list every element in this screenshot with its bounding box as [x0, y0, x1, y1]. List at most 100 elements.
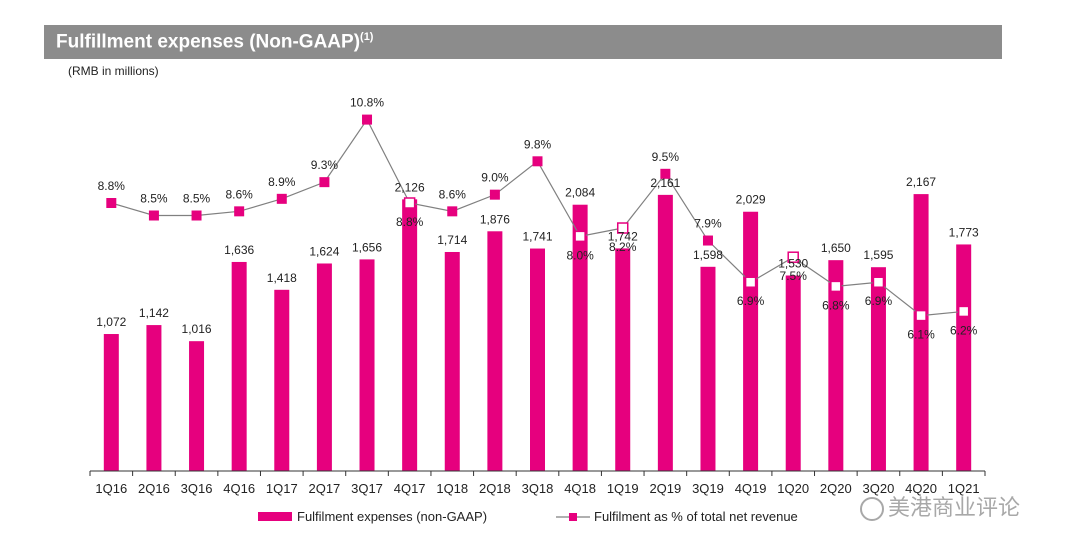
pct-label-4Q17: 8.8% — [396, 215, 424, 229]
bar-label-3Q18: 1,741 — [522, 230, 552, 244]
bar-label-2Q16: 1,142 — [139, 306, 169, 320]
bar-label-1Q17: 1,418 — [267, 271, 297, 285]
bar-1Q16 — [103, 334, 119, 471]
x-ticks: 1Q16 2Q16 3Q16 4Q16 1Q17 2Q17 3Q17 4Q17 1Q18 2Q18… — [89, 471, 986, 496]
pct-label-1Q16: 8.8% — [98, 179, 126, 193]
pct-label-2Q18: 9.0% — [481, 171, 509, 185]
x-tick-label-1Q17: 1Q17 — [266, 481, 298, 496]
bar-2Q16 — [146, 325, 162, 471]
bar-4Q20 — [913, 194, 929, 471]
bar-1Q20 — [785, 275, 801, 471]
bar-3Q17 — [359, 259, 375, 471]
x-tick-label-1Q21: 1Q21 — [948, 481, 980, 496]
pct-marker-4Q16 — [234, 206, 245, 217]
pct-marker-3Q19 — [702, 235, 713, 246]
bar-label-2Q20: 1,650 — [821, 241, 851, 255]
pct-label-3Q18: 9.8% — [524, 137, 552, 151]
pct-marker-4Q19 — [744, 276, 757, 288]
pct-marker-2Q19 — [660, 168, 671, 179]
pct-marker-2Q18 — [489, 189, 500, 200]
pct-label-1Q20: 7.5% — [780, 269, 808, 283]
pct-label-1Q17: 8.9% — [268, 175, 296, 189]
bar-2Q20 — [828, 260, 844, 471]
pct-label-2Q17: 9.3% — [311, 158, 339, 172]
x-tick-label-4Q16: 4Q16 — [223, 481, 255, 496]
bar-label-1Q18: 1,714 — [437, 233, 467, 247]
pct-marker-4Q20 — [915, 309, 927, 322]
x-tick-label-3Q18: 3Q18 — [522, 481, 554, 496]
legend-bar-label: Fulfilment expenses (non-GAAP) — [297, 509, 487, 524]
bar-3Q19 — [700, 266, 716, 471]
bar-2Q18 — [487, 231, 503, 471]
x-tick-label-3Q20: 3Q20 — [863, 481, 895, 496]
bar-label-1Q21: 1,773 — [949, 225, 979, 239]
bar-3Q16 — [189, 341, 205, 471]
legend: Fulfilment expenses (non-GAAP) Fulfilmen… — [258, 509, 798, 524]
pct-label-2Q19: 9.5% — [652, 150, 680, 164]
header-bar — [44, 25, 1002, 59]
legend-line-label: Fulfilment as % of total net revenue — [594, 509, 798, 524]
pct-marker-4Q18 — [574, 230, 586, 243]
pct-label-3Q19: 7.9% — [694, 217, 722, 231]
pct-label-1Q19: 8.2% — [609, 240, 637, 254]
x-tick-label-1Q19: 1Q19 — [607, 481, 639, 496]
bar-label-3Q20: 1,595 — [863, 248, 893, 262]
bar-label-3Q16: 1,016 — [182, 322, 212, 336]
bar-labels: 1,072 1,142 1,016 1,636 1,418 1,624 1,656 2,126… — [96, 175, 979, 336]
bar-label-4Q17: 2,126 — [395, 180, 425, 194]
pct-label-4Q20: 6.1% — [907, 328, 935, 342]
pct-label-2Q16: 8.5% — [140, 192, 168, 206]
pct-marker-2Q16 — [148, 210, 159, 221]
x-tick-label-3Q19: 3Q19 — [692, 481, 724, 496]
pct-marker-1Q16 — [106, 198, 117, 208]
x-tick-label-3Q17: 3Q17 — [351, 481, 383, 496]
pct-label-4Q19: 6.9% — [737, 294, 765, 308]
pct-marker-1Q19 — [616, 222, 629, 234]
bar-4Q17 — [402, 199, 418, 471]
pct-label-4Q16: 8.6% — [225, 187, 253, 201]
bar-label-2Q17: 1,624 — [309, 244, 339, 258]
pct-label-3Q16: 8.5% — [183, 192, 211, 206]
pct-marker-1Q17 — [276, 193, 287, 204]
bar-label-3Q17: 1,656 — [352, 240, 382, 254]
pct-labels: 8.8% 8.5% 8.5% 8.6% 8.9% 9.3% 10.8% 8.8% 8.6% 9.0… — [98, 96, 978, 342]
bar-4Q18 — [572, 204, 588, 471]
pct-marker-1Q18 — [447, 206, 458, 217]
pct-label-3Q20: 6.9% — [865, 294, 893, 308]
pct-label-2Q20: 6.8% — [822, 298, 850, 312]
bar-label-1Q19: 1,742 — [608, 229, 638, 243]
bar-2Q19 — [657, 194, 673, 471]
bar-1Q18 — [444, 251, 460, 471]
x-tick-label-2Q17: 2Q17 — [308, 481, 340, 496]
x-tick-label-1Q20: 1Q20 — [777, 481, 809, 496]
bar-4Q16 — [231, 261, 247, 471]
bar-label-1Q16: 1,072 — [96, 315, 126, 329]
bar-label-4Q16: 1,636 — [224, 243, 254, 257]
line-series — [106, 114, 970, 322]
bar-1Q21 — [956, 244, 972, 471]
pct-marker-1Q21 — [957, 305, 970, 318]
pct-marker-2Q20 — [830, 280, 842, 293]
pct-label-4Q18: 8.0% — [566, 248, 594, 262]
bar-label-4Q20: 2,167 — [906, 175, 936, 189]
bar-label-4Q18: 2,084 — [565, 186, 595, 200]
pct-label-1Q21: 6.2% — [950, 323, 978, 337]
bar-label-4Q19: 2,029 — [736, 193, 766, 207]
bar-4Q19 — [743, 211, 759, 471]
pct-marker-4Q17 — [403, 197, 416, 209]
x-tick-label-1Q16: 1Q16 — [95, 481, 127, 496]
bar-label-3Q19: 1,598 — [693, 248, 723, 262]
x-tick-label-2Q20: 2Q20 — [820, 481, 852, 496]
bar-label-1Q20: 1,530 — [778, 257, 808, 271]
pct-marker-2Q17 — [319, 177, 330, 188]
pct-marker-3Q18 — [532, 156, 543, 167]
bar-1Q17 — [274, 289, 290, 471]
chart-subtitle: (RMB in millions) — [68, 64, 159, 78]
bar-series — [103, 194, 972, 471]
pct-marker-3Q17 — [362, 114, 373, 125]
pct-marker-3Q16 — [191, 210, 202, 221]
x-tick-label-2Q16: 2Q16 — [138, 481, 170, 496]
pct-label-3Q17: 10.8% — [350, 96, 384, 110]
bar-1Q19 — [615, 248, 631, 471]
